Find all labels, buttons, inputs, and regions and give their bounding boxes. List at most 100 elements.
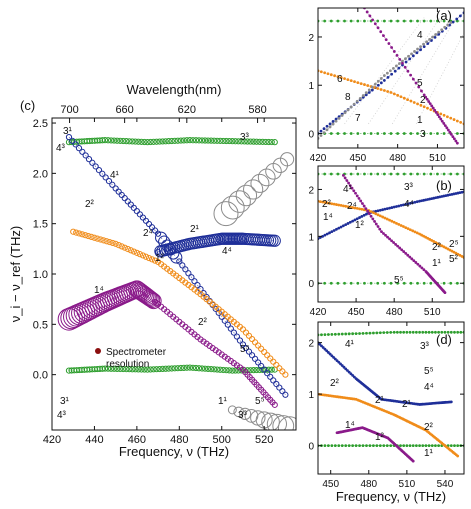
c-data-point — [94, 235, 101, 242]
d-data-point — [405, 330, 409, 334]
d-data-point — [368, 444, 372, 448]
b-data-point — [354, 191, 357, 195]
b-xtick-label: 450 — [348, 307, 365, 318]
b-data-point — [406, 227, 410, 231]
b-data-point — [400, 248, 404, 252]
d-xtick-label: 450 — [322, 479, 339, 490]
a-data-point — [404, 57, 407, 61]
b-series-blue — [318, 190, 464, 241]
c-data-point — [247, 367, 254, 374]
c-legend-text-1: Spectrometer — [106, 347, 167, 358]
a-data-point — [329, 19, 333, 23]
a-data-point — [436, 132, 439, 135]
a-data-point — [379, 77, 383, 80]
a-data-point — [334, 119, 338, 123]
d-data-point — [456, 454, 460, 458]
a-data-point — [425, 97, 429, 101]
d-data-point — [361, 444, 365, 448]
c-data-point — [117, 137, 124, 144]
a-data-point — [455, 141, 459, 145]
a-data-point — [359, 82, 363, 85]
b-data-point — [321, 200, 325, 204]
c-data-point — [79, 148, 86, 155]
a-data-point — [328, 122, 332, 126]
b-data-point — [404, 226, 408, 230]
d-data-point — [395, 330, 399, 334]
a-faint-line — [368, 17, 441, 125]
a-branch-label: 6 — [337, 74, 343, 85]
b-data-point — [341, 173, 345, 177]
c-legend-dot — [95, 348, 101, 354]
a-data-point — [337, 116, 341, 120]
b-data-point — [374, 209, 378, 213]
a-data-point — [416, 19, 419, 23]
a-data-point — [440, 28, 444, 32]
a-data-point — [429, 132, 433, 135]
b-data-point — [408, 255, 412, 259]
c-data-point — [171, 365, 178, 372]
d-frame — [317, 321, 465, 475]
c-data-point — [282, 371, 289, 378]
c-data-point — [223, 367, 230, 374]
c-data-point — [114, 137, 121, 144]
a-data-point — [367, 91, 371, 94]
d-data-point — [427, 444, 431, 448]
b-data-point — [392, 220, 396, 224]
b-data-point — [429, 281, 433, 285]
a-data-point — [446, 23, 450, 27]
d-data-point — [402, 330, 406, 334]
c-data-point — [201, 365, 209, 372]
c-xtick-label: 480 — [170, 434, 188, 446]
d-data-point — [456, 330, 460, 334]
c-data-point — [174, 365, 181, 372]
c-data-point — [108, 137, 115, 144]
a-data-point — [364, 91, 368, 95]
a-data-point — [326, 72, 330, 76]
c-data-point — [111, 137, 118, 144]
b-data-point — [449, 172, 453, 176]
c-data-point — [117, 365, 124, 373]
c-gray-point — [261, 412, 280, 430]
a-data-point — [395, 64, 398, 68]
a-data-point — [331, 122, 335, 126]
b-data-point — [365, 212, 368, 216]
b-data-point — [414, 261, 418, 264]
c-branch-label: 3¹ — [63, 126, 73, 137]
a-data-point — [396, 132, 400, 135]
c-ytick-label: 2.0 — [33, 168, 48, 180]
c-data-point — [208, 366, 215, 373]
b-data-point — [410, 257, 414, 261]
c-branch-label: 4³ — [57, 410, 67, 421]
b-data-point — [422, 172, 426, 176]
b-data-point — [383, 216, 387, 220]
b-data-point — [361, 202, 364, 205]
a-xtick-label: 510 — [429, 153, 446, 164]
d-data-point — [351, 332, 355, 336]
c-data-point — [148, 256, 156, 263]
b-data-point — [343, 176, 347, 180]
a-data-point — [398, 57, 402, 61]
d-data-point — [440, 330, 444, 334]
a-faint-line — [415, 31, 464, 125]
b-data-point — [336, 172, 340, 176]
a-data-point — [392, 92, 396, 96]
d-data-point — [385, 444, 389, 448]
a-data-point — [420, 89, 423, 93]
c-data-point — [112, 240, 119, 247]
b-data-point — [329, 281, 333, 285]
a-data-point — [439, 112, 443, 116]
a-data-point — [448, 130, 452, 134]
c-data-point — [85, 156, 93, 163]
c-data-point — [201, 137, 209, 144]
c-data-point — [97, 236, 104, 243]
a-data-point — [379, 81, 383, 85]
c-data-point — [147, 366, 154, 373]
b-data-point — [385, 217, 389, 221]
a-data-point — [449, 21, 453, 24]
b-data-point — [351, 206, 355, 209]
a-data-point — [430, 104, 434, 108]
a-data-point — [437, 32, 441, 36]
c-data-point — [171, 137, 178, 144]
a-data-point — [416, 132, 419, 135]
b-data-point — [411, 229, 415, 233]
